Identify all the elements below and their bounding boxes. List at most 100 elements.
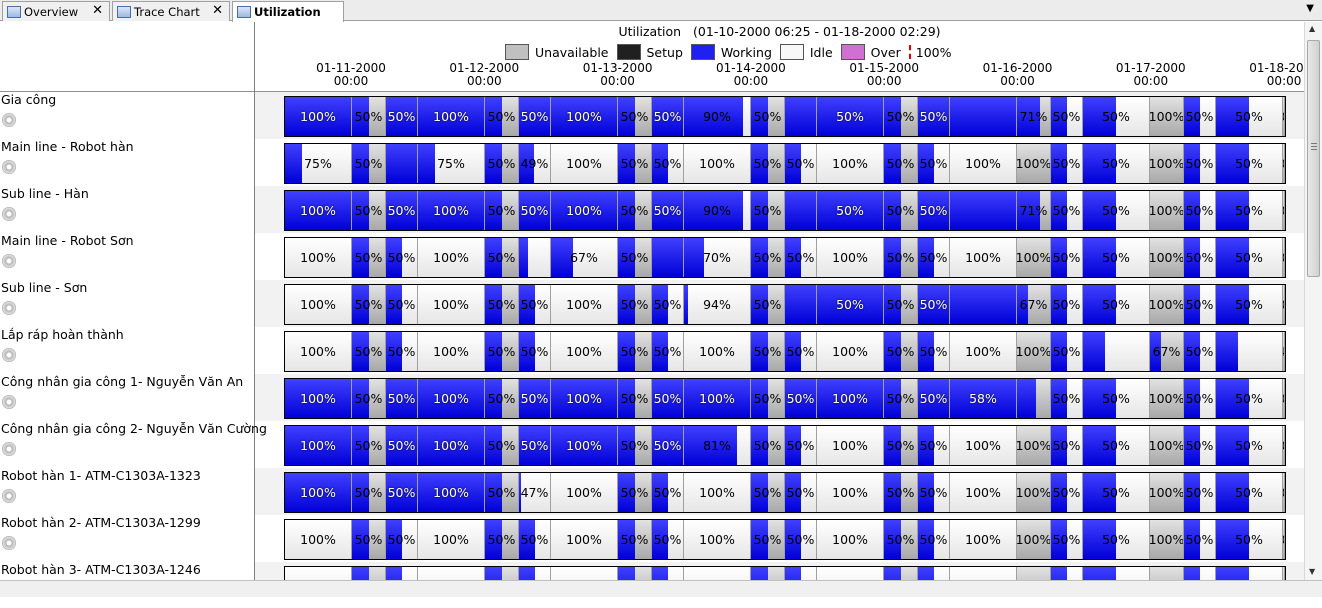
utilization-segment[interactable] (618, 567, 652, 580)
utilization-segment[interactable]: 100% (1150, 520, 1184, 559)
utilization-segment[interactable]: 50% (1083, 379, 1150, 418)
utilization-segment[interactable] (1017, 567, 1051, 580)
utilization-segment[interactable]: 100% (1017, 473, 1051, 512)
utilization-segment[interactable]: 50% (918, 426, 950, 465)
utilization-segment[interactable]: 90% (684, 191, 751, 230)
utilization-segment[interactable]: 50% (1051, 238, 1083, 277)
utilization-segment[interactable]: 50% (751, 238, 785, 277)
utilization-segment[interactable]: 50% (618, 191, 652, 230)
utilization-segment[interactable]: 50% (751, 520, 785, 559)
utilization-segment[interactable]: 50% (618, 97, 652, 136)
utilization-segment[interactable]: 100% (418, 238, 485, 277)
utilization-segment[interactable]: 50% (751, 473, 785, 512)
utilization-segment[interactable]: 50% (1216, 473, 1283, 512)
utilization-segment[interactable]: 50% (485, 97, 519, 136)
utilization-segment[interactable] (1051, 567, 1083, 580)
resource-row[interactable]: Main line - Robot Sơn (0, 232, 254, 279)
utilization-bar[interactable]: 100%50%50%100%50%67%50%70%50%50%100%50%5… (284, 237, 1286, 278)
utilization-segment[interactable]: 50% (1216, 144, 1283, 183)
utilization-segment[interactable] (950, 285, 1017, 324)
utilization-segment[interactable]: 50% (751, 379, 785, 418)
utilization-segment[interactable]: 50% (352, 473, 386, 512)
utilization-segment[interactable]: 100% (1283, 473, 1285, 512)
utilization-segment[interactable]: 50% (817, 191, 884, 230)
utilization-segment[interactable]: 100% (551, 473, 618, 512)
utilization-segment[interactable]: 50% (751, 97, 785, 136)
utilization-segment[interactable]: 100% (418, 520, 485, 559)
utilization-segment[interactable]: 50% (386, 473, 418, 512)
utilization-segment[interactable]: 50% (485, 426, 519, 465)
utilization-segment[interactable]: 50% (386, 520, 418, 559)
utilization-segment[interactable]: 50% (1051, 191, 1083, 230)
utilization-bar[interactable]: 100%50%50%100%50%50%100%50%50%90%50%50%5… (284, 96, 1286, 137)
utilization-segment[interactable]: 50% (618, 144, 652, 183)
utilization-segment[interactable]: 50% (485, 473, 519, 512)
utilization-segment[interactable]: 50% (386, 379, 418, 418)
utilization-segment[interactable]: 50% (1184, 473, 1216, 512)
utilization-segment[interactable] (386, 567, 418, 580)
utilization-segment[interactable]: 50% (918, 238, 950, 277)
horizontal-scrollbar[interactable] (0, 580, 1322, 597)
utilization-segment[interactable]: 67% (1150, 332, 1184, 371)
utilization-segment[interactable]: 100% (418, 332, 485, 371)
utilization-segment[interactable]: 50% (352, 144, 386, 183)
vertical-scrollbar[interactable]: ▲ ▼ (1304, 22, 1322, 580)
utilization-segment[interactable]: 50% (386, 426, 418, 465)
utilization-segment[interactable]: 50% (352, 520, 386, 559)
utilization-segment[interactable]: 100% (817, 473, 884, 512)
utilization-segment[interactable]: 50% (1051, 285, 1083, 324)
utilization-segment[interactable]: 50% (1083, 191, 1150, 230)
utilization-segment[interactable] (950, 567, 1017, 580)
utilization-segment[interactable]: 94% (684, 285, 751, 324)
utilization-segment[interactable]: 100% (817, 379, 884, 418)
utilization-segment[interactable]: 100% (1150, 285, 1184, 324)
utilization-segment[interactable] (1150, 567, 1184, 580)
utilization-segment[interactable]: 50% (1083, 473, 1150, 512)
utilization-segment[interactable]: 50% (1083, 520, 1150, 559)
utilization-segment[interactable]: 100% (551, 144, 618, 183)
utilization-segment[interactable]: 50% (918, 97, 950, 136)
utilization-segment[interactable]: 50% (918, 285, 950, 324)
utilization-segment[interactable]: 50% (485, 191, 519, 230)
utilization-segment[interactable]: 100% (285, 379, 352, 418)
utilization-segment[interactable]: 100% (684, 144, 751, 183)
utilization-segment[interactable] (652, 238, 684, 277)
utilization-segment[interactable] (684, 567, 751, 580)
resource-row[interactable]: Gia công (0, 91, 254, 138)
utilization-segment[interactable]: 50% (1184, 426, 1216, 465)
utilization-segment[interactable]: 67% (551, 238, 618, 277)
utilization-bar[interactable]: 100%50%50%100%50%50%100%50%50%90%50%50%5… (284, 190, 1286, 231)
utilization-segment[interactable]: 47% (519, 473, 551, 512)
utilization-segment[interactable]: 50% (652, 285, 684, 324)
utilization-segment[interactable]: 100% (817, 426, 884, 465)
utilization-segment[interactable] (1184, 567, 1216, 580)
utilization-segment[interactable] (884, 567, 918, 580)
utilization-segment[interactable]: 100% (551, 520, 618, 559)
utilization-segment[interactable] (950, 191, 1017, 230)
utilization-segment[interactable]: 50% (1184, 144, 1216, 183)
utilization-segment[interactable] (785, 567, 817, 580)
utilization-segment[interactable] (519, 238, 551, 277)
utilization-segment[interactable]: 50% (352, 191, 386, 230)
utilization-segment[interactable]: 50% (618, 285, 652, 324)
utilization-segment[interactable]: 50% (485, 144, 519, 183)
utilization-segment[interactable]: 100% (1283, 144, 1285, 183)
utilization-segment[interactable]: 50% (918, 520, 950, 559)
utilization-segment[interactable]: 50% (884, 473, 918, 512)
utilization-segment[interactable] (352, 567, 386, 580)
utilization-segment[interactable]: 100% (418, 379, 485, 418)
utilization-segment[interactable]: 50% (1184, 97, 1216, 136)
utilization-segment[interactable]: 50% (1216, 285, 1283, 324)
utilization-segment[interactable]: 50% (1051, 379, 1083, 418)
utilization-segment[interactable]: 50% (618, 332, 652, 371)
utilization-segment[interactable]: 50% (618, 379, 652, 418)
utilization-segment[interactable]: 100% (684, 332, 751, 371)
utilization-bar[interactable]: 100%50%50%100%50%50%100%50%50%81%50%50%1… (284, 425, 1286, 466)
utilization-segment[interactable]: 50% (352, 97, 386, 136)
utilization-segment[interactable]: 50% (352, 332, 386, 371)
utilization-segment[interactable]: 50% (751, 285, 785, 324)
utilization-segment[interactable] (918, 567, 950, 580)
utilization-segment[interactable]: 100% (817, 332, 884, 371)
utilization-segment[interactable]: 50% (884, 426, 918, 465)
utilization-segment[interactable] (817, 567, 884, 580)
